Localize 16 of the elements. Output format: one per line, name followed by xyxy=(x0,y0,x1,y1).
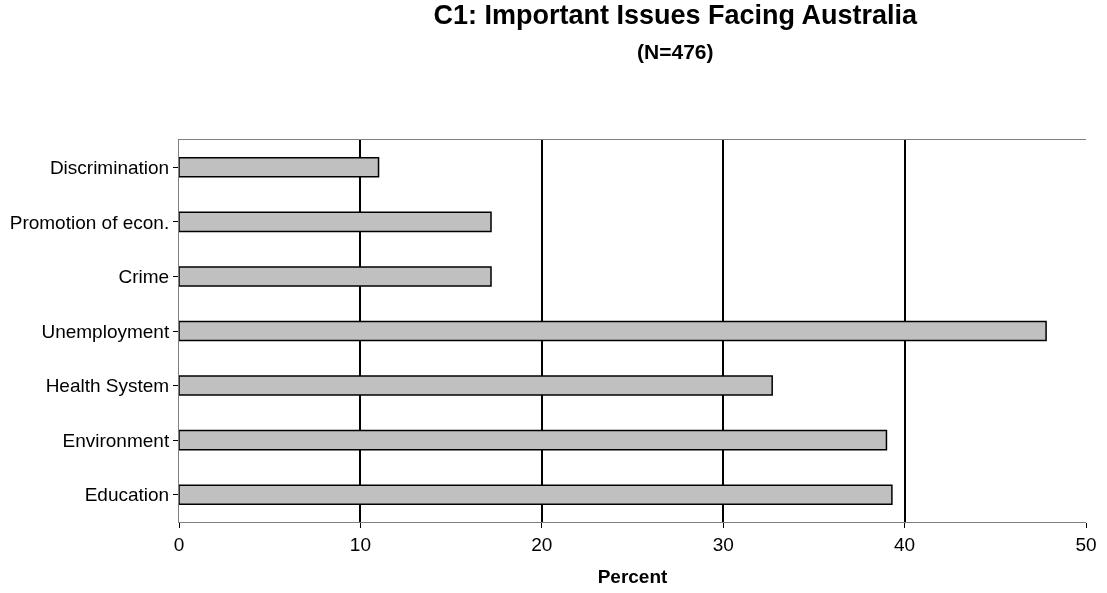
y-tick-label: Promotion of econ. xyxy=(9,211,170,233)
y-tick-label: Crime xyxy=(118,266,170,288)
x-tick-label: 10 xyxy=(349,533,371,555)
x-axis-title: Percent xyxy=(597,565,669,587)
chart-title: C1: Important Issues Facing Australia xyxy=(433,0,919,30)
y-tick-label: Education xyxy=(84,484,170,506)
x-tick-label: 0 xyxy=(173,533,185,555)
x-tick-label: 50 xyxy=(1075,533,1097,555)
y-tick-label: Environment xyxy=(62,429,170,451)
chart-subtitle: (N=476) xyxy=(637,39,714,63)
y-tick-label: Discrimination xyxy=(49,156,170,178)
x-tick-label: 30 xyxy=(712,533,734,555)
y-tick-label: Health System xyxy=(45,375,170,397)
y-tick-label: Unemployment xyxy=(41,320,170,342)
x-tick-label: 40 xyxy=(894,533,916,555)
x-tick-label: 20 xyxy=(531,533,553,555)
